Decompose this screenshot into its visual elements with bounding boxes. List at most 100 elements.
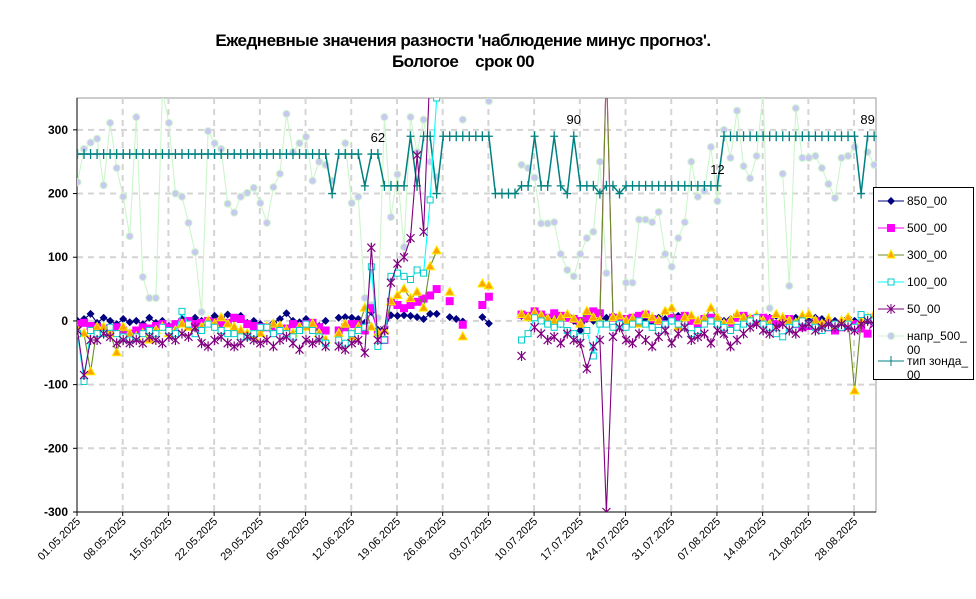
data-point [803,308,815,319]
data-point [778,169,787,178]
data-point [706,143,715,152]
data-point [373,149,382,160]
data-point [99,328,109,339]
legend-label: 300_00 [907,248,948,262]
data-point [112,164,121,173]
data-point [321,316,330,325]
data-point [184,218,193,227]
data-point [530,173,539,182]
data-point [138,272,147,281]
y-tick-label: -100 [44,378,68,392]
data-point [373,335,383,346]
data-point [400,180,408,191]
data-point [791,104,800,113]
data-point [86,335,95,346]
data-point [315,323,324,332]
data-point [478,301,487,309]
data-point [309,326,317,334]
data-point [399,252,409,263]
data-point [112,323,121,332]
data-point [432,188,441,199]
data-point [145,293,154,302]
data-point [86,322,95,331]
data-point [804,153,813,162]
data-point [308,338,318,349]
data-point [197,308,206,317]
data-point [400,272,408,280]
data-point [132,113,141,122]
data-point [870,131,877,142]
data-point [361,323,369,331]
data-point [339,318,351,328]
legend-label: 500_00 [907,221,948,235]
data-point [413,266,421,274]
data-point [556,338,566,349]
data-point [484,319,493,328]
x-tick-label: 26.06.2025 [401,516,448,563]
data-point [596,320,604,328]
data-point [569,272,578,281]
data-point [295,344,304,355]
data-point [268,318,279,328]
legend-marker-500-icon [878,224,904,232]
data-point [432,285,441,294]
data-point [249,335,259,346]
data-point [243,188,252,197]
data-point [262,218,271,227]
data-point [80,318,89,327]
data-point [418,302,429,312]
data-point [151,335,161,346]
data-point [817,164,826,173]
legend-label: тип зонда_00 [907,354,969,382]
legend-marker-100-icon [878,278,904,286]
legend: 850_00 500_00 300_00 100_00 50_00 напр_5… [873,187,974,382]
data-point [687,316,696,325]
data-point [746,174,755,183]
data-point [118,335,128,346]
x-tick-label: 31.07.2025 [630,516,677,563]
y-tick-label: -300 [44,505,68,519]
data-point [132,326,141,335]
data-point [347,320,356,329]
data-point [444,286,456,296]
data-point [328,188,337,199]
data-point [164,331,174,342]
data-point [561,308,573,319]
x-tick-label: 15.05.2025 [127,516,174,563]
data-point [614,309,625,320]
data-point [686,335,696,346]
data-point [478,313,487,322]
data-point [574,318,586,328]
data-point [706,338,716,349]
data-point [589,227,598,236]
data-point [837,153,846,162]
plot-area [76,97,877,513]
data-point [483,279,495,290]
data-point [99,313,108,322]
data-point [334,341,344,352]
x-tick-label: 29.05.2025 [219,516,266,563]
data-point [111,346,123,357]
data-point [424,260,436,271]
data-point [640,308,651,319]
data-point [400,311,408,320]
data-point [445,313,454,322]
data-point [113,330,121,338]
data-point [158,323,166,331]
data-point [830,193,839,202]
data-point [484,292,493,301]
data-point [511,188,520,199]
data-point [850,143,859,152]
data-point [635,311,644,320]
data-point [119,315,128,324]
data-point [348,330,356,338]
data-point [810,325,820,336]
data-point [550,218,559,227]
data-point [733,323,741,331]
legend-label: 850_00 [907,194,948,208]
data-point [164,118,173,127]
data-point [426,291,435,300]
x-tick-label: 03.07.2025 [447,516,494,563]
data-point [719,328,729,339]
